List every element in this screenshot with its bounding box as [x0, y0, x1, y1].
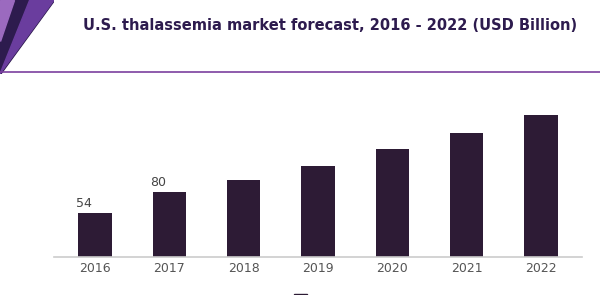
- Legend: U.S.: U.S.: [289, 289, 347, 295]
- Bar: [152, 192, 186, 257]
- Text: U.S. thalassemia market forecast, 2016 - 2022 (USD Billion): U.S. thalassemia market forecast, 2016 -…: [83, 18, 577, 33]
- Bar: [227, 180, 260, 257]
- Polygon shape: [0, 0, 54, 74]
- Bar: [376, 149, 409, 257]
- Bar: [450, 132, 484, 257]
- Text: 80: 80: [150, 176, 166, 189]
- Bar: [524, 115, 558, 257]
- Bar: [301, 166, 335, 257]
- Bar: [78, 213, 112, 257]
- Polygon shape: [0, 0, 54, 74]
- Text: 54: 54: [76, 197, 92, 210]
- Polygon shape: [0, 0, 14, 41]
